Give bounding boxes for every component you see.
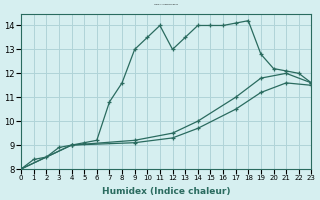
Title: Courbe de l'humidex pour Mejrup: Courbe de l'humidex pour Mejrup <box>154 4 178 5</box>
X-axis label: Humidex (Indice chaleur): Humidex (Indice chaleur) <box>102 187 230 196</box>
